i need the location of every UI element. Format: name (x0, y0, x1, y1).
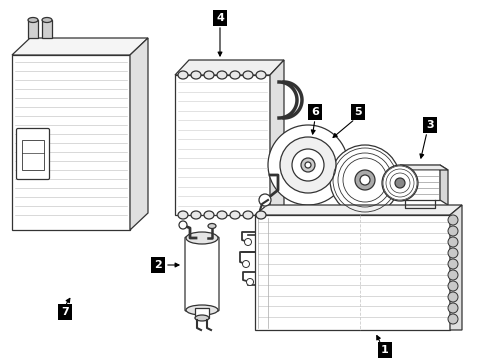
Circle shape (259, 194, 271, 206)
FancyBboxPatch shape (195, 308, 209, 318)
Ellipse shape (256, 211, 266, 219)
Text: 2: 2 (154, 260, 162, 270)
Ellipse shape (42, 18, 52, 22)
Ellipse shape (243, 211, 253, 219)
Polygon shape (175, 60, 284, 75)
Text: 4: 4 (216, 13, 224, 23)
Circle shape (448, 281, 458, 291)
Circle shape (448, 292, 458, 302)
Ellipse shape (230, 71, 240, 79)
Ellipse shape (230, 211, 240, 219)
Text: 3: 3 (426, 120, 434, 130)
Circle shape (301, 158, 315, 172)
Ellipse shape (186, 232, 218, 244)
Circle shape (448, 303, 458, 313)
FancyBboxPatch shape (17, 129, 49, 180)
Polygon shape (270, 60, 284, 215)
Ellipse shape (191, 211, 201, 219)
Circle shape (448, 270, 458, 280)
FancyBboxPatch shape (255, 215, 450, 330)
Circle shape (448, 226, 458, 236)
Circle shape (448, 237, 458, 247)
Circle shape (448, 248, 458, 258)
FancyBboxPatch shape (175, 75, 270, 215)
Polygon shape (12, 38, 148, 55)
Ellipse shape (195, 315, 209, 321)
Ellipse shape (178, 211, 188, 219)
Circle shape (246, 279, 253, 285)
Circle shape (243, 261, 249, 267)
Polygon shape (405, 168, 412, 198)
FancyBboxPatch shape (12, 55, 130, 230)
Circle shape (280, 137, 336, 193)
Text: 7: 7 (61, 307, 69, 317)
Polygon shape (255, 205, 462, 215)
Polygon shape (400, 165, 448, 170)
Circle shape (179, 221, 187, 229)
Ellipse shape (217, 211, 227, 219)
Ellipse shape (178, 71, 188, 79)
Ellipse shape (204, 211, 214, 219)
Ellipse shape (217, 71, 227, 79)
FancyBboxPatch shape (22, 140, 44, 170)
Circle shape (305, 162, 311, 168)
Ellipse shape (186, 305, 218, 315)
Circle shape (245, 238, 251, 246)
FancyBboxPatch shape (185, 237, 219, 311)
Ellipse shape (191, 71, 201, 79)
Polygon shape (375, 165, 405, 195)
Ellipse shape (243, 71, 253, 79)
Text: 6: 6 (311, 107, 319, 117)
Circle shape (292, 149, 324, 181)
Polygon shape (450, 205, 462, 330)
Circle shape (355, 170, 375, 190)
Circle shape (448, 259, 458, 269)
Ellipse shape (204, 71, 214, 79)
Text: 5: 5 (354, 107, 362, 117)
Circle shape (382, 165, 418, 201)
Circle shape (448, 314, 458, 324)
Ellipse shape (208, 224, 216, 229)
Circle shape (268, 125, 348, 205)
Ellipse shape (256, 71, 266, 79)
Polygon shape (440, 165, 448, 205)
Ellipse shape (28, 18, 38, 22)
Circle shape (395, 178, 405, 188)
Circle shape (448, 215, 458, 225)
Text: 1: 1 (381, 345, 389, 355)
Polygon shape (130, 38, 148, 230)
Polygon shape (400, 165, 440, 200)
Polygon shape (28, 20, 38, 38)
Polygon shape (42, 20, 52, 38)
Circle shape (360, 175, 370, 185)
Circle shape (330, 145, 400, 215)
